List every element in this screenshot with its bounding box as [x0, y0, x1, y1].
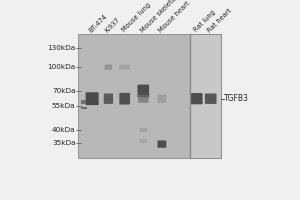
Text: 130kDa: 130kDa [47, 45, 75, 51]
Text: BT-474: BT-474 [88, 13, 109, 33]
Bar [190, 34, 221, 158]
Text: Mouse lung: Mouse lung [120, 2, 152, 33]
FancyBboxPatch shape [85, 92, 99, 105]
FancyBboxPatch shape [140, 128, 147, 132]
FancyBboxPatch shape [138, 95, 148, 103]
Bar [81, 107, 88, 109]
Text: Mouse skeletal muscle: Mouse skeletal muscle [139, 0, 196, 33]
FancyBboxPatch shape [119, 93, 130, 105]
FancyBboxPatch shape [158, 140, 166, 148]
Text: 55kDa: 55kDa [52, 103, 75, 109]
Text: TGFB3: TGFB3 [224, 94, 249, 103]
Text: 70kDa: 70kDa [52, 88, 75, 94]
Text: Rat lung: Rat lung [193, 9, 217, 33]
Text: K-937: K-937 [104, 16, 122, 33]
Text: Rat heart: Rat heart [206, 7, 233, 33]
FancyBboxPatch shape [205, 93, 217, 104]
FancyBboxPatch shape [104, 93, 113, 104]
FancyBboxPatch shape [140, 139, 147, 143]
Bar [81, 100, 86, 102]
FancyBboxPatch shape [137, 85, 149, 97]
FancyBboxPatch shape [105, 65, 112, 70]
FancyBboxPatch shape [191, 93, 202, 104]
Text: 40kDa: 40kDa [52, 127, 75, 133]
Text: Mouse heart: Mouse heart [158, 0, 191, 33]
FancyBboxPatch shape [158, 95, 166, 103]
Bar [81, 102, 86, 104]
Text: 100kDa: 100kDa [47, 64, 75, 70]
FancyBboxPatch shape [119, 65, 130, 69]
Bar [78, 34, 221, 158]
Text: 35kDa: 35kDa [52, 140, 75, 146]
